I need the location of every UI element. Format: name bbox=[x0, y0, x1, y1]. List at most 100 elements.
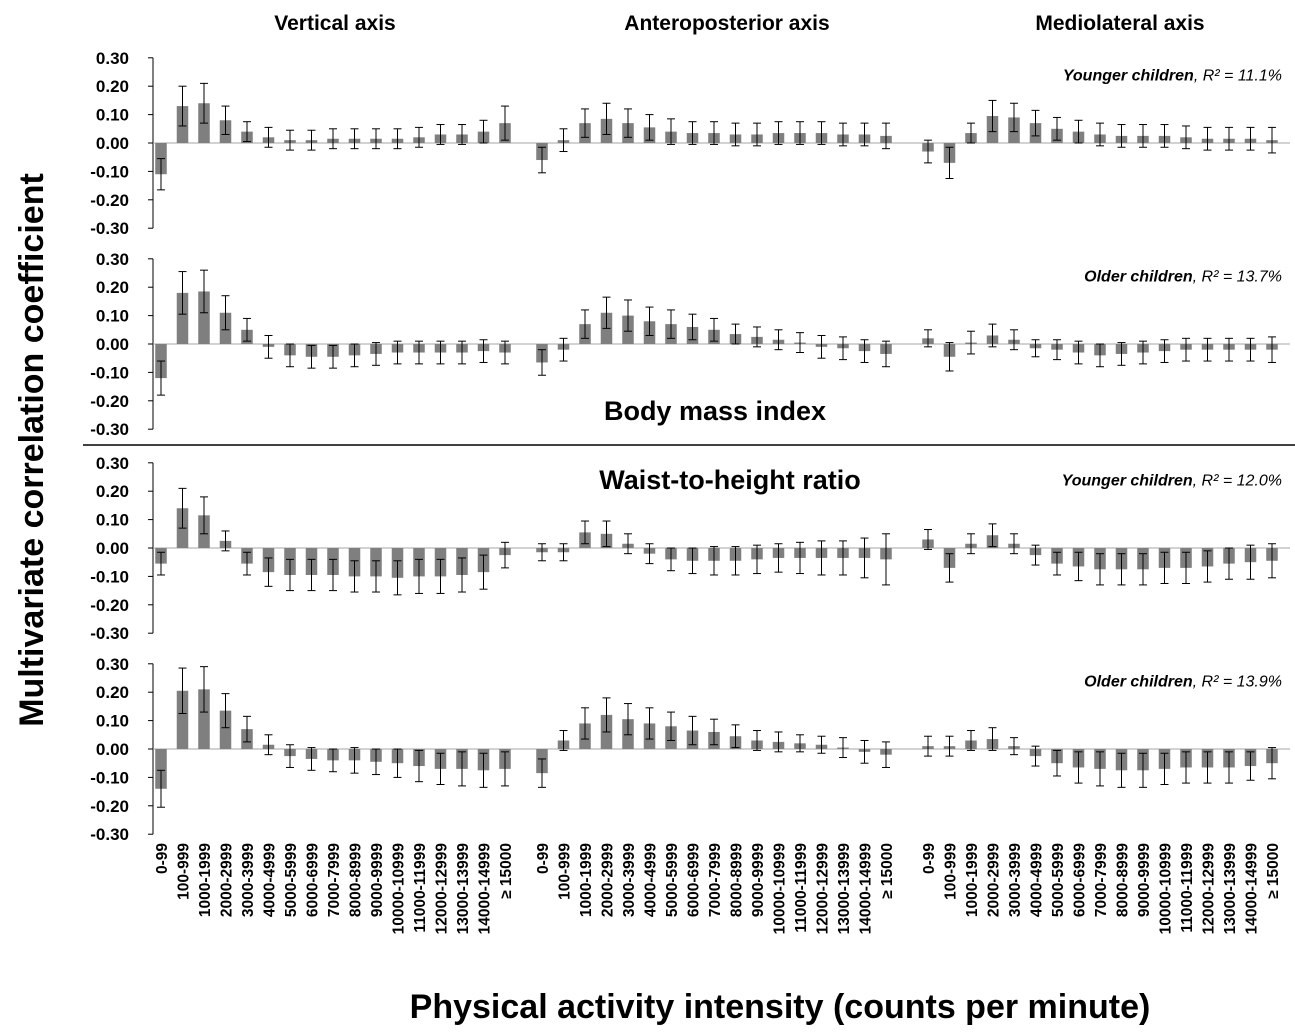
group-name: Younger children bbox=[1062, 473, 1193, 490]
group-name: Older children bbox=[1084, 674, 1193, 691]
series-vertical-axis bbox=[155, 666, 511, 808]
bar bbox=[219, 710, 232, 749]
x-tick-label: 4000-4999 bbox=[262, 843, 279, 918]
r-squared: , R² = 11.1% bbox=[1194, 68, 1282, 85]
x-tick-label: ≥ 15000 bbox=[1265, 843, 1282, 899]
x-tick-label: 6000-6999 bbox=[686, 843, 703, 918]
x-tick-label: 1000-1999 bbox=[197, 843, 214, 918]
y-tick-label: 0.30 bbox=[96, 49, 129, 68]
x-tick-label: 11000-11999 bbox=[793, 843, 810, 933]
y-tick-label: 0.30 bbox=[96, 454, 129, 473]
column-title-mediolateral: Mediolateral axis bbox=[1035, 12, 1204, 35]
group-label: Older children, R² = 13.7% bbox=[1084, 269, 1282, 286]
y-tick-label: 0.00 bbox=[96, 134, 129, 153]
group-name: Younger children bbox=[1063, 68, 1194, 85]
x-tick-label: 10000-10999 bbox=[772, 843, 789, 935]
group-label: Younger children, R² = 12.0% bbox=[1062, 473, 1282, 490]
y-tick-label: 0.00 bbox=[96, 740, 129, 759]
x-tick-labels: 0-99 100-999 1000-1999 2000-2999 3000-3999 40… bbox=[154, 843, 1282, 935]
x-tick-label: 13000-13999 bbox=[836, 843, 853, 935]
y-tick-label: -0.30 bbox=[90, 420, 129, 439]
column-title-anteroposterior: Anteroposterior axis bbox=[624, 12, 829, 35]
x-tick-label: 11000-11999 bbox=[1179, 843, 1196, 933]
x-tick-label: 9000-9999 bbox=[750, 843, 767, 918]
series-vertical-axis bbox=[155, 487, 511, 596]
x-tick-label: 100-999 bbox=[557, 843, 574, 900]
x-tick-label: 9000-9999 bbox=[369, 843, 386, 918]
r-squared: , R² = 12.0% bbox=[1193, 473, 1282, 490]
y-tick-label: -0.20 bbox=[90, 797, 129, 816]
series-anteroposterior-axis bbox=[536, 296, 892, 376]
x-axis-label: Physical activity intensity (counts per … bbox=[410, 988, 1151, 1026]
series-mediolateral-axis bbox=[922, 727, 1278, 788]
x-tick-label: 10000-10999 bbox=[1158, 843, 1175, 935]
x-tick-label: 0-99 bbox=[921, 843, 938, 874]
x-tick-label: 14000-14999 bbox=[477, 843, 494, 935]
x-tick-label: 8000-8999 bbox=[348, 843, 365, 918]
x-tick-label: 12000-12999 bbox=[815, 843, 832, 935]
y-tick-label: -0.10 bbox=[90, 162, 129, 181]
section-label-bmi: Body mass index bbox=[604, 396, 826, 426]
x-tick-label: ≥ 15000 bbox=[879, 843, 896, 899]
x-tick-label: 1000-1999 bbox=[964, 843, 981, 918]
y-tick-label: 0.00 bbox=[96, 539, 129, 558]
y-tick-label: -0.10 bbox=[90, 567, 129, 586]
x-tick-label: 8000-8999 bbox=[1115, 843, 1132, 918]
bar bbox=[198, 689, 210, 749]
y-tick-label: -0.10 bbox=[90, 363, 129, 382]
y-tick-label: -0.30 bbox=[90, 219, 129, 238]
group-label: Younger children, R² = 11.1% bbox=[1063, 68, 1282, 85]
x-tick-label: 11000-11999 bbox=[412, 843, 429, 933]
y-tick-label: 0.00 bbox=[96, 335, 129, 354]
x-tick-label: 2000-2999 bbox=[600, 843, 617, 918]
y-tick-label: -0.20 bbox=[90, 392, 129, 411]
x-tick-label: 7000-7999 bbox=[326, 843, 343, 918]
panel-3: 0.30 0.20 0.10 0.00 -0.10 -0.20 -0.30 Younger c… bbox=[90, 454, 1290, 643]
x-tick-label: 100-999 bbox=[176, 843, 193, 900]
x-tick-label: 3000-3999 bbox=[1007, 843, 1024, 918]
series-vertical-axis bbox=[155, 82, 511, 191]
x-tick-label: 14000-14999 bbox=[858, 843, 875, 935]
x-tick-label: 2000-2999 bbox=[986, 843, 1003, 918]
section-label-whtr: Waist-to-height ratio bbox=[599, 465, 860, 495]
y-tick-label: 0.30 bbox=[96, 655, 129, 674]
panel-2: 0.30 0.20 0.10 0.00 -0.10 -0.20 -0.30 Older chi… bbox=[90, 250, 1290, 439]
x-tick-label: 4000-4999 bbox=[643, 843, 660, 918]
series-mediolateral-axis bbox=[922, 323, 1278, 372]
x-tick-label: 0-99 bbox=[154, 843, 171, 874]
series-mediolateral-axis bbox=[922, 523, 1278, 586]
x-tick-label: 12000-12999 bbox=[1201, 843, 1218, 935]
series-anteroposterior-axis bbox=[536, 102, 892, 174]
x-tick-label: 3000-3999 bbox=[240, 843, 257, 918]
y-tick-label: -0.30 bbox=[90, 624, 129, 643]
x-tick-label: 6000-6999 bbox=[305, 843, 322, 918]
y-tick-label: -0.30 bbox=[90, 825, 129, 844]
x-tick-label: 7000-7999 bbox=[1093, 843, 1110, 918]
panel-4: 0.30 0.20 0.10 0.00 -0.10 -0.20 -0.30 Older chi… bbox=[90, 655, 1290, 844]
x-tick-label: 10000-10999 bbox=[391, 843, 408, 935]
x-tick-label: 0-99 bbox=[535, 843, 552, 874]
x-tick-label: 14000-14999 bbox=[1244, 843, 1261, 935]
x-tick-label: 9000-9999 bbox=[1136, 843, 1153, 918]
x-tick-label: ≥ 15000 bbox=[498, 843, 515, 899]
x-tick-label: 1000-1999 bbox=[578, 843, 595, 918]
x-tick-label: 13000-13999 bbox=[455, 843, 472, 935]
bar bbox=[198, 291, 210, 344]
y-tick-label: 0.10 bbox=[96, 307, 129, 326]
series-anteroposterior-axis bbox=[536, 697, 892, 788]
y-tick-label: 0.10 bbox=[96, 712, 129, 731]
y-axis-label: Multivariate correlation coefficient bbox=[13, 173, 51, 727]
x-tick-label: 2000-2999 bbox=[219, 843, 236, 918]
panel-1: 0.30 0.20 0.10 0.00 -0.10 -0.20 -0.30 Younger c… bbox=[90, 49, 1290, 238]
series-anteroposterior-axis bbox=[536, 520, 892, 586]
x-tick-label: 5000-5999 bbox=[664, 843, 681, 918]
bar bbox=[176, 292, 189, 344]
panels-group: 0.30 0.20 0.10 0.00 -0.10 -0.20 -0.30 Younger c… bbox=[90, 49, 1290, 935]
x-tick-label: 100-999 bbox=[943, 843, 960, 900]
r-squared: , R² = 13.9% bbox=[1193, 674, 1282, 691]
y-tick-label: 0.20 bbox=[96, 683, 129, 702]
x-tick-label: 5000-5999 bbox=[1050, 843, 1067, 918]
y-tick-label: 0.20 bbox=[96, 77, 129, 96]
